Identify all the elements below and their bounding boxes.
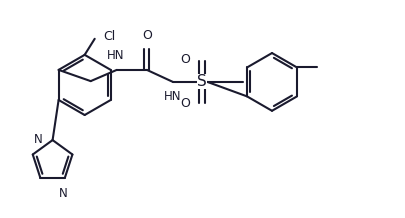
Text: HN: HN (107, 49, 124, 62)
Text: O: O (180, 97, 190, 111)
Text: N: N (34, 133, 43, 146)
Text: Cl: Cl (103, 30, 115, 43)
Text: S: S (196, 74, 206, 89)
Text: O: O (142, 29, 151, 42)
Text: O: O (180, 53, 190, 66)
Text: HN: HN (163, 90, 181, 103)
Text: N: N (58, 187, 67, 200)
